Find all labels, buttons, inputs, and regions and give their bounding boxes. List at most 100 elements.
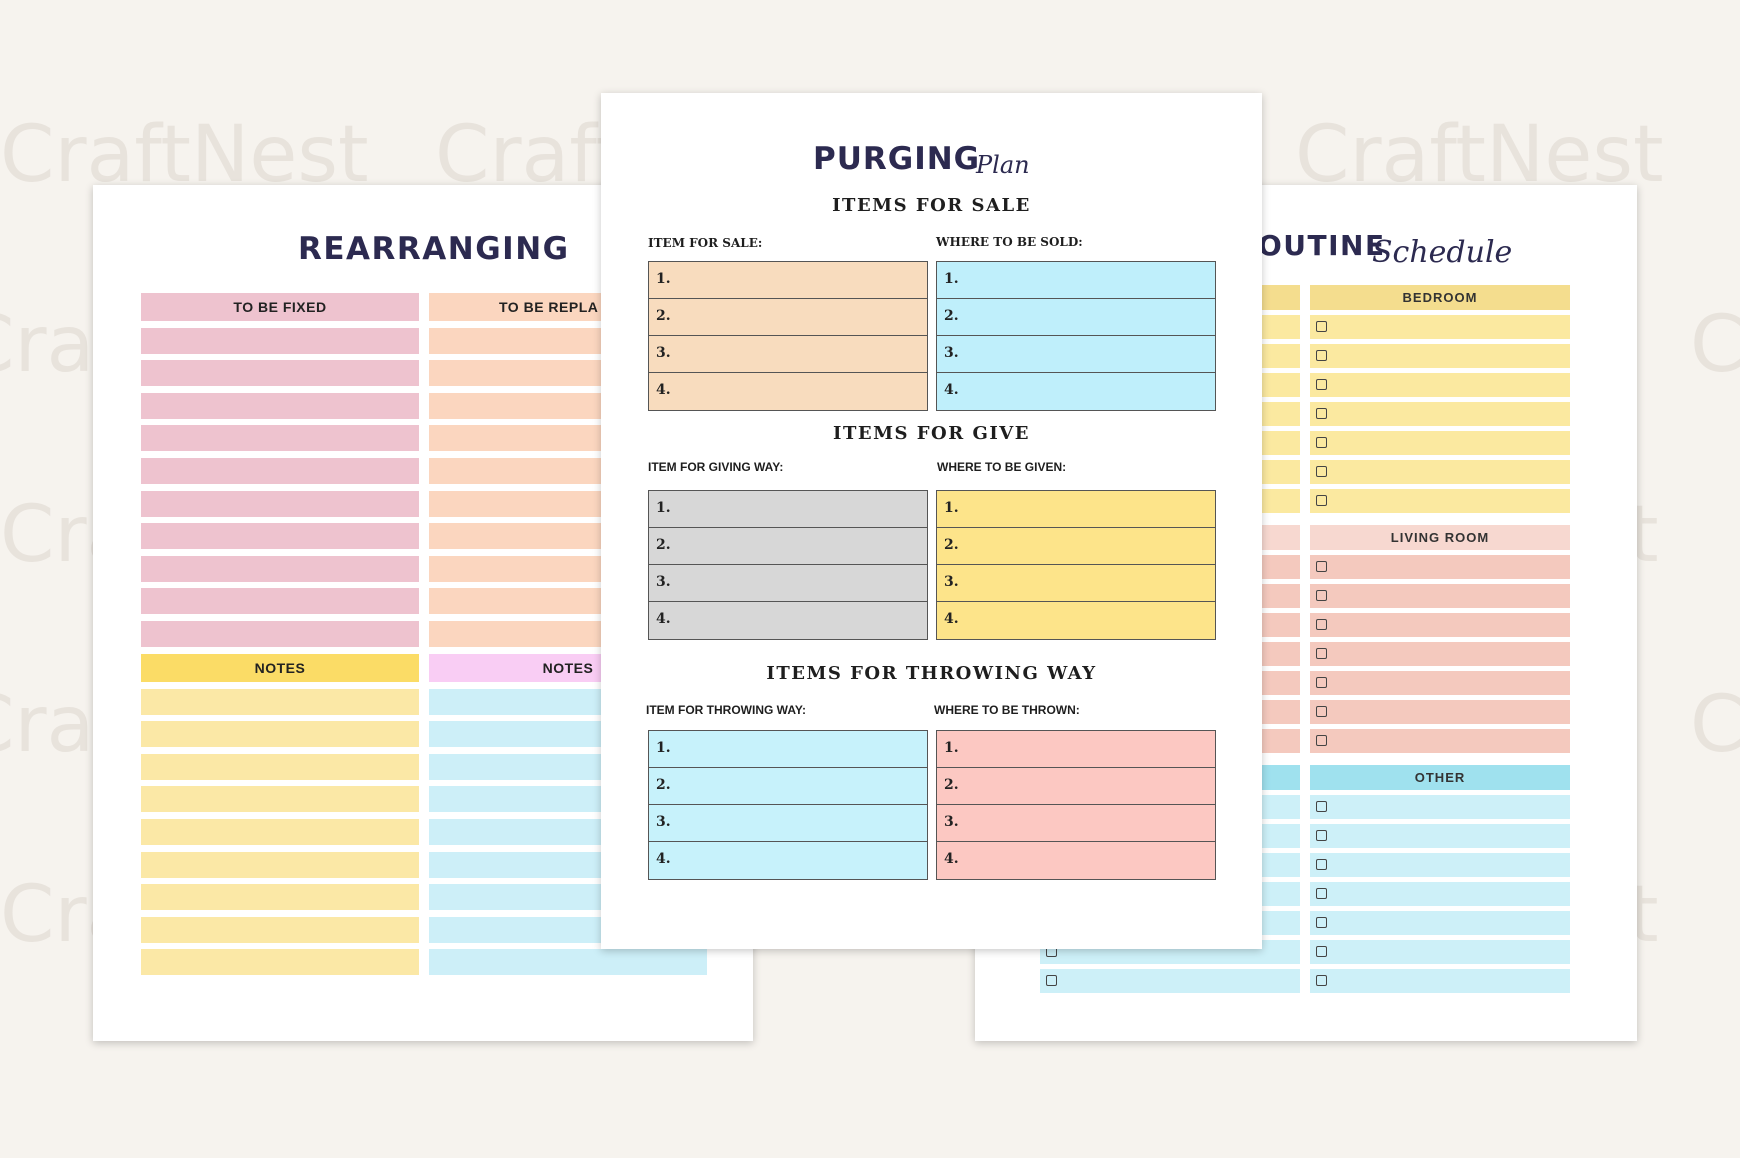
notes-column-1: NOTES [141,654,419,976]
to-be-fixed-row[interactable] [141,360,419,387]
checklist-row[interactable] [1310,853,1570,877]
to-be-fixed-row[interactable] [141,588,419,615]
checkbox-icon[interactable] [1316,888,1327,899]
list-item-field[interactable]: 2. [937,528,1215,565]
list-item-field[interactable]: 2. [937,299,1215,336]
checkbox-icon[interactable] [1316,946,1327,957]
notes-row[interactable] [141,786,419,813]
list-item-field[interactable]: 1. [937,731,1215,768]
to-be-fixed-row[interactable] [141,490,419,517]
where-to-be-given-box: 1. 2. 3. 4. [936,490,1216,640]
checklist-row[interactable] [1310,795,1570,819]
checklist-row[interactable] [1310,431,1570,455]
notes-row[interactable] [141,753,419,780]
checklist-row[interactable] [1310,402,1570,426]
list-item-field[interactable]: 3. [937,336,1215,373]
checklist-row[interactable] [1310,700,1570,724]
list-item-field[interactable]: 4. [656,611,671,627]
checkbox-icon[interactable] [1316,619,1327,630]
checklist-row[interactable] [1310,882,1570,906]
checkbox-icon[interactable] [1316,437,1327,448]
purging-plan-sheet: PURGING Plan ITEMS FOR SALE ITEM FOR SAL… [601,93,1262,949]
list-item-field[interactable]: 1. [649,262,927,299]
checklist-group: OTHER [1310,765,1570,993]
checklist-row[interactable] [1310,344,1570,368]
list-item-field[interactable]: 2. [649,768,927,805]
notes-row[interactable] [141,916,419,943]
checklist-row[interactable] [1310,373,1570,397]
list-item-field[interactable]: 4. [944,382,959,398]
list-item-field[interactable]: 1. [649,731,927,768]
checkbox-icon[interactable] [1316,917,1327,928]
notes-row[interactable] [141,949,419,976]
list-item-field[interactable]: 1. [649,491,927,528]
where-to-be-sold-label: WHERE TO BE SOLD: [936,235,1083,249]
to-be-fixed-row[interactable] [141,555,419,582]
checklist-row[interactable] [1310,642,1570,666]
checklist-row[interactable] [1310,613,1570,637]
checkbox-icon[interactable] [1316,495,1327,506]
notes-row[interactable] [141,818,419,845]
to-be-fixed-row[interactable] [141,620,419,647]
list-item-field[interactable]: 2. [937,768,1215,805]
list-item-field[interactable]: 3. [649,805,927,842]
list-item-field[interactable]: 2. [649,528,927,565]
checklist-row[interactable] [1310,315,1570,339]
checkbox-icon[interactable] [1316,350,1327,361]
checkbox-icon[interactable] [1316,561,1327,572]
checklist-row[interactable] [1310,729,1570,753]
checkbox-icon[interactable] [1316,735,1327,746]
checkbox-icon[interactable] [1316,859,1327,870]
where-to-be-thrown-box: 1. 2. 3. 4. [936,730,1216,880]
routine-title-script: Schedule [1372,235,1513,270]
checklist-row[interactable] [1310,555,1570,579]
checkbox-icon[interactable] [1046,975,1057,986]
to-be-fixed-row[interactable] [141,327,419,354]
list-item-field[interactable]: 3. [937,565,1215,602]
to-be-fixed-row[interactable] [141,392,419,419]
notes-row[interactable] [141,884,419,911]
checklist-row[interactable] [1310,460,1570,484]
list-item-field[interactable]: 2. [649,299,927,336]
notes-row[interactable] [141,851,419,878]
checklist-row[interactable] [1310,824,1570,848]
checklist-row[interactable] [1310,584,1570,608]
checklist-row[interactable] [1310,969,1570,993]
list-item-field[interactable]: 3. [649,336,927,373]
list-item-field[interactable]: 1. [937,262,1215,299]
to-be-fixed-row[interactable] [141,457,419,484]
rearranging-title: REARRANGING [298,231,570,267]
checkbox-icon[interactable] [1316,801,1327,812]
to-be-fixed-row[interactable] [141,523,419,550]
checklist-row[interactable] [1310,940,1570,964]
checkbox-icon[interactable] [1316,321,1327,332]
checkbox-icon[interactable] [1316,590,1327,601]
where-to-be-given-label: WHERE TO BE GIVEN: [937,460,1067,474]
checklist-row[interactable] [1040,969,1300,993]
checkbox-icon[interactable] [1316,706,1327,717]
checklist-group: LIVING ROOM [1310,525,1570,753]
list-item-field[interactable]: 4. [944,851,959,867]
list-item-field[interactable]: 3. [649,565,927,602]
list-item-field[interactable]: 4. [656,382,671,398]
item-for-giving-way-label: ITEM FOR GIVING WAY: [648,460,784,474]
checkbox-icon[interactable] [1316,408,1327,419]
item-for-giving-way-box: 1. 2. 3. 4. [648,490,928,640]
list-item-field[interactable]: 4. [944,611,959,627]
list-item-field[interactable]: 1. [937,491,1215,528]
checkbox-icon[interactable] [1316,975,1327,986]
checkbox-icon[interactable] [1316,466,1327,477]
checkbox-icon[interactable] [1316,677,1327,688]
checklist-row[interactable] [1310,671,1570,695]
to-be-fixed-row[interactable] [141,425,419,452]
checkbox-icon[interactable] [1316,830,1327,841]
checkbox-icon[interactable] [1316,379,1327,390]
notes-row[interactable] [141,721,419,748]
checkbox-icon[interactable] [1316,648,1327,659]
list-item-field[interactable]: 3. [937,805,1215,842]
checklist-row[interactable] [1310,489,1570,513]
notes-row[interactable] [141,688,419,715]
list-item-field[interactable]: 4. [656,851,671,867]
notes-row[interactable] [429,949,707,976]
checklist-row[interactable] [1310,911,1570,935]
